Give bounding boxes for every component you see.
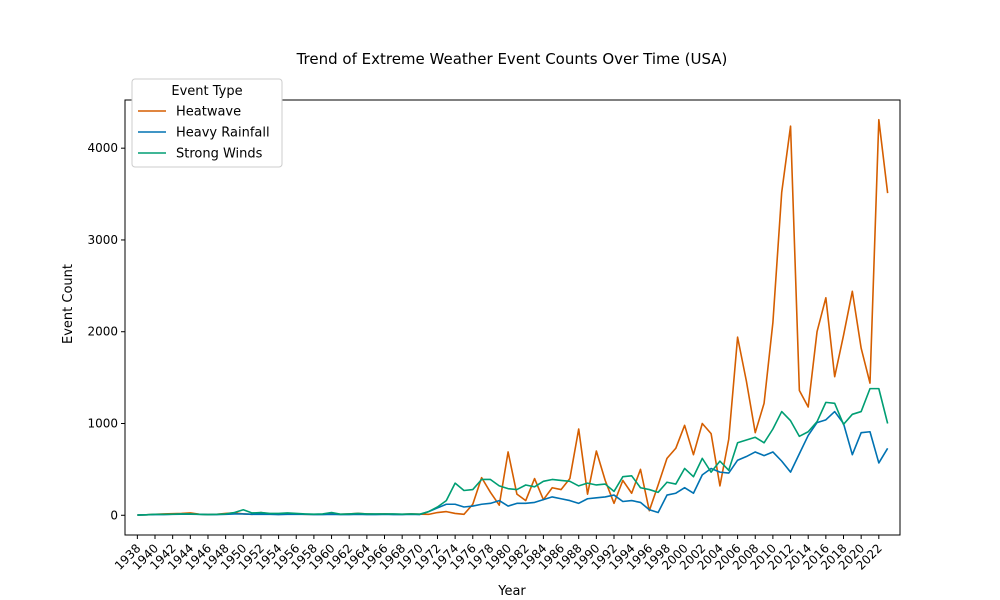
y-tick-label: 4000 [87, 141, 118, 155]
series-line-heavy-rainfall [137, 410, 889, 516]
x-axis-label: Year [497, 584, 526, 599]
series-layer [137, 118, 889, 516]
series-line-strong-winds [137, 387, 889, 516]
y-tick-label: 0 [110, 508, 118, 522]
legend-label-heatwave: Heatwave [176, 105, 241, 120]
y-axis-label: Event Count [61, 264, 76, 344]
plot-frame [124, 99, 901, 536]
legend-label-heavy-rainfall: Heavy Rainfall [176, 126, 270, 141]
chart-title: Trend of Extreme Weather Event Counts Ov… [296, 50, 728, 68]
y-tick-label: 2000 [87, 325, 118, 339]
legend: Event Type Heatwave Heavy Rainfall Strong … [131, 78, 283, 168]
legend-title: Event Type [171, 84, 242, 99]
legend-box [131, 78, 283, 168]
y-tick-label: 3000 [87, 233, 118, 247]
legend-label-strong-winds: Strong Winds [176, 147, 263, 162]
y-tick-label: 1000 [87, 416, 118, 430]
y-axis: 0 1000 2000 3000 4000 [87, 141, 125, 522]
